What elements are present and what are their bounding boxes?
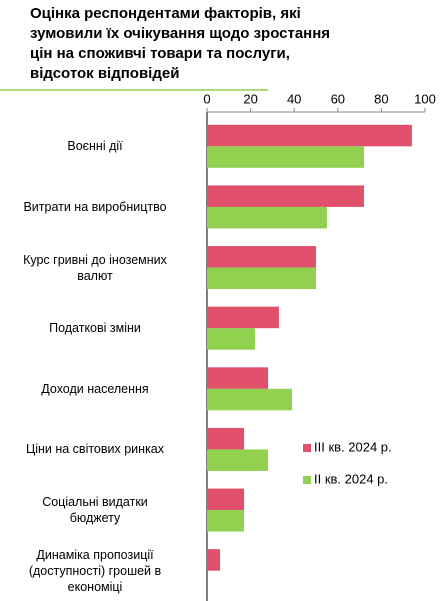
x-tick-label: 20: [243, 91, 257, 106]
x-tick-label: 40: [287, 91, 301, 106]
y-tick-label: Динаміка пропозиції (доступності) грошей…: [28, 547, 162, 594]
bar: [207, 328, 255, 350]
y-tick-label: Соціальні видатки бюджету: [42, 495, 148, 526]
bar: [207, 388, 293, 411]
x-tick-label: 0: [203, 91, 210, 106]
bar: [207, 206, 327, 229]
bar: [207, 146, 364, 168]
bar: [207, 267, 316, 290]
y-tick-label: Доходи населення: [41, 381, 149, 396]
bar: [207, 488, 245, 511]
y-tick-label: Воєнні дії: [67, 139, 123, 154]
x-tick-label: 60: [331, 91, 345, 106]
bar: [207, 185, 364, 207]
bar: [207, 427, 245, 450]
legend-swatch: [303, 444, 311, 452]
bar: [207, 510, 245, 532]
x-tick-label: 100: [414, 91, 436, 106]
chart-title: Оцінка респондентами факторів, які зумов…: [30, 5, 331, 82]
x-tick-label: 80: [374, 91, 388, 106]
bar: [207, 306, 279, 329]
bar: [207, 449, 269, 471]
y-tick-label: Витрати на виробництво: [23, 199, 167, 214]
y-tick-label: Ціни на світових ринках: [25, 442, 165, 457]
y-tick-label: Курс гривні до іноземних валют: [23, 252, 167, 283]
legend-label: II кв. 2024 р.: [314, 471, 388, 486]
bar: [207, 246, 316, 268]
bar: [207, 549, 221, 571]
bar: [207, 124, 412, 147]
legend-swatch: [303, 476, 311, 484]
legend-label: III кв. 2024 р.: [314, 439, 392, 454]
y-tick-label: Податкові зміни: [49, 321, 141, 336]
bar: [207, 367, 269, 389]
